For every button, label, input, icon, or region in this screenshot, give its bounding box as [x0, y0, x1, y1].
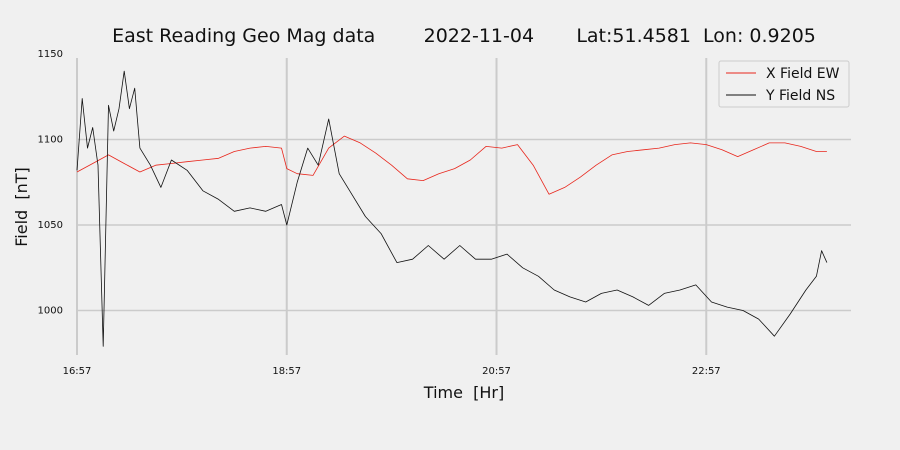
series-line-x-field-ew	[76, 135, 827, 195]
series-line-y-field-ns	[76, 70, 828, 347]
y-axis-label: Field [nT]	[12, 167, 31, 247]
x-tick-label-1: 18:57	[272, 366, 301, 377]
x-axis-label: Time [Hr]	[423, 383, 504, 402]
legend-label-y-field: Y Field NS	[765, 88, 835, 104]
y-tick-label-1000: 1000	[38, 306, 63, 317]
series-layer	[76, 70, 828, 347]
x-tick-label-3: 22:57	[692, 366, 721, 377]
x-tick-label-0: 16:57	[63, 366, 92, 377]
legend: X Field EW Y Field NS	[718, 60, 850, 108]
tick-layer: 1000 1050 1100 1150 16:57 18:57 20:57 22:57	[38, 49, 721, 377]
chart-title: East Reading Geo Mag data 2022-11-04 Lat…	[112, 25, 816, 47]
grid-layer	[76, 58, 851, 355]
y-tick-label-1150: 1150	[38, 49, 63, 60]
x-tick-label-2: 20:57	[482, 366, 511, 377]
y-tick-label-1050: 1050	[38, 220, 63, 231]
legend-label-x-field: X Field EW	[766, 66, 840, 82]
y-tick-label-1100: 1100	[38, 135, 63, 146]
